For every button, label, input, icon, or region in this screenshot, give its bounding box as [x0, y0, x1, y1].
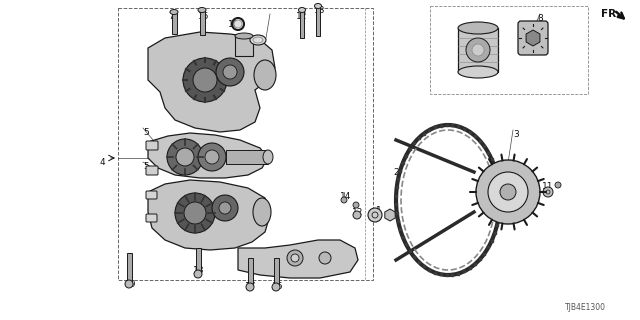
Circle shape [466, 38, 490, 62]
Circle shape [176, 148, 194, 166]
Bar [458, 28, 498, 72]
Text: 11: 11 [542, 182, 554, 191]
Polygon shape [148, 133, 268, 178]
Polygon shape [148, 32, 275, 132]
Text: 5: 5 [143, 162, 148, 171]
FancyBboxPatch shape [146, 141, 158, 150]
Text: 4: 4 [100, 158, 106, 167]
Ellipse shape [263, 150, 273, 164]
Circle shape [212, 195, 238, 221]
Text: 8: 8 [537, 14, 543, 23]
Circle shape [543, 187, 553, 197]
Bar [300, 10, 304, 38]
Bar [172, 12, 177, 34]
Circle shape [175, 193, 215, 233]
Ellipse shape [250, 35, 266, 45]
Text: 3: 3 [513, 130, 519, 139]
FancyBboxPatch shape [146, 166, 158, 175]
Circle shape [488, 172, 528, 212]
Circle shape [272, 283, 280, 291]
Text: 16: 16 [272, 282, 284, 291]
Text: 15: 15 [198, 12, 209, 21]
Circle shape [246, 283, 254, 291]
Text: 12: 12 [352, 208, 364, 217]
Text: 10: 10 [228, 20, 239, 29]
Text: 13: 13 [314, 6, 326, 15]
Circle shape [319, 252, 331, 264]
FancyBboxPatch shape [146, 191, 157, 199]
Circle shape [216, 58, 244, 86]
Ellipse shape [253, 198, 271, 226]
Text: 19: 19 [125, 280, 136, 289]
Ellipse shape [314, 4, 321, 9]
Ellipse shape [298, 7, 305, 12]
Bar [200, 10, 205, 35]
Circle shape [223, 65, 237, 79]
Bar [118, 8, 373, 280]
Circle shape [194, 270, 202, 278]
Circle shape [476, 160, 540, 224]
Text: FR.: FR. [601, 9, 620, 19]
Bar [235, 36, 253, 56]
Circle shape [193, 68, 217, 92]
Circle shape [167, 139, 203, 175]
Circle shape [353, 211, 361, 219]
Circle shape [368, 208, 382, 222]
Ellipse shape [458, 66, 498, 78]
Text: 9: 9 [388, 212, 394, 221]
Polygon shape [238, 240, 358, 278]
Circle shape [184, 202, 206, 224]
Text: 5: 5 [143, 128, 148, 137]
Bar [316, 6, 320, 36]
Ellipse shape [254, 60, 276, 90]
Circle shape [205, 150, 219, 164]
Circle shape [287, 250, 303, 266]
Bar [430, 6, 588, 94]
Text: 18: 18 [193, 266, 205, 275]
Ellipse shape [170, 10, 178, 14]
Circle shape [125, 280, 133, 288]
Text: 14: 14 [340, 192, 351, 201]
Text: 2: 2 [393, 168, 399, 177]
Ellipse shape [198, 7, 206, 12]
Bar [274, 258, 279, 286]
Polygon shape [148, 180, 270, 250]
Ellipse shape [234, 20, 242, 28]
Bar [226, 150, 268, 164]
Text: TJB4E1300: TJB4E1300 [565, 303, 606, 312]
Circle shape [341, 197, 347, 203]
Circle shape [291, 254, 299, 262]
Text: 17: 17 [245, 282, 257, 291]
Circle shape [183, 58, 227, 102]
Circle shape [500, 184, 516, 200]
FancyBboxPatch shape [146, 214, 157, 222]
Text: 1: 1 [376, 206, 381, 215]
FancyBboxPatch shape [518, 21, 548, 55]
Circle shape [353, 202, 359, 208]
Ellipse shape [458, 22, 498, 34]
Circle shape [472, 44, 484, 56]
Text: 6: 6 [467, 57, 473, 66]
Bar [248, 258, 253, 286]
Bar [127, 253, 132, 283]
Bar [196, 248, 201, 273]
Circle shape [198, 143, 226, 171]
Circle shape [219, 202, 231, 214]
Text: 7: 7 [168, 12, 173, 21]
Text: 12: 12 [296, 12, 307, 21]
Circle shape [555, 182, 561, 188]
Ellipse shape [235, 33, 253, 39]
